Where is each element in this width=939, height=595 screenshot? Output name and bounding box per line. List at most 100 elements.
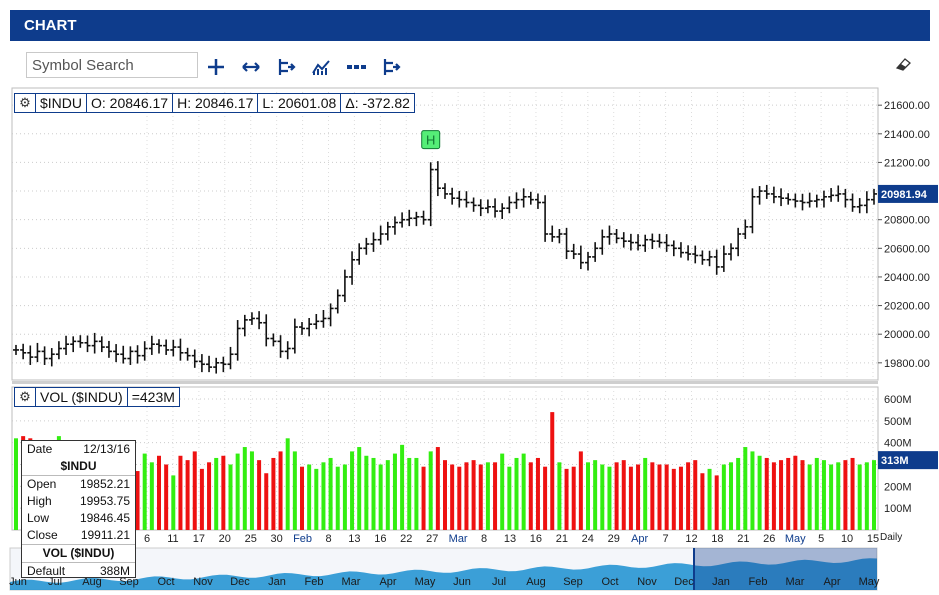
ohlc-bar bbox=[585, 251, 591, 271]
ohlc-bar bbox=[699, 250, 706, 265]
x-tick-label: 22 bbox=[400, 533, 412, 545]
navigator-label: Apr bbox=[379, 576, 396, 588]
navigator-window[interactable] bbox=[694, 548, 877, 590]
high-marker-label: H bbox=[426, 133, 435, 148]
ohlc-bar bbox=[513, 192, 520, 209]
ohlc-bar bbox=[563, 227, 570, 260]
navigator-label: Nov bbox=[193, 576, 213, 588]
ohlc-bar bbox=[778, 188, 785, 207]
volume-bar bbox=[528, 462, 533, 530]
crosshair-icon[interactable] bbox=[208, 59, 224, 75]
volume-settings-gear-icon[interactable]: ⚙ bbox=[19, 389, 31, 404]
ohlc-bar bbox=[406, 209, 413, 227]
volume-bar bbox=[786, 457, 791, 530]
navigator-label: Feb bbox=[305, 576, 324, 588]
high-marker[interactable]: H bbox=[421, 130, 441, 150]
price-change: Δ: -372.82 bbox=[340, 94, 414, 112]
ohlc-bar bbox=[792, 193, 799, 208]
ohlc-bar bbox=[277, 335, 284, 358]
volume-bar bbox=[514, 457, 519, 530]
navigator-area bbox=[10, 558, 877, 590]
ohlc-bar bbox=[170, 339, 177, 357]
ohlc-bar bbox=[120, 345, 127, 364]
symbol-search-input[interactable] bbox=[26, 52, 198, 78]
ohlc-bar bbox=[127, 346, 134, 365]
ohlc-bar bbox=[313, 314, 320, 330]
indicator-line bbox=[312, 60, 330, 74]
volume-bar bbox=[757, 455, 762, 530]
volume-bar bbox=[850, 457, 855, 530]
price-info-bar: ⚙ $INDU O: 20846.17 H: 20846.17 L: 20601… bbox=[14, 93, 415, 113]
price-open: O: 20846.17 bbox=[86, 94, 172, 112]
price-tick-label: 20000.00 bbox=[884, 329, 930, 341]
x-tick-label: Feb bbox=[293, 533, 312, 545]
navigator-label: Apr bbox=[823, 576, 840, 588]
volume-bar bbox=[807, 464, 812, 530]
volume-bar bbox=[485, 462, 490, 530]
volume-bar bbox=[600, 464, 605, 530]
tooltip-close: 19911.21 bbox=[80, 528, 130, 542]
volume-bar bbox=[693, 460, 698, 530]
volume-bar bbox=[636, 464, 641, 530]
ohlc-bar bbox=[141, 341, 148, 361]
tooltip-high: 19953.75 bbox=[79, 494, 130, 508]
tooltip-volume-label: Default bbox=[27, 564, 66, 578]
navigator-label: Jun bbox=[453, 576, 471, 588]
panel-divider[interactable] bbox=[12, 381, 878, 384]
volume-tick-label: 500M bbox=[884, 416, 912, 428]
ohlc-bar bbox=[842, 188, 849, 208]
ohlc-bar bbox=[556, 228, 563, 244]
ohlc-bar bbox=[713, 249, 720, 275]
ohlc-bar bbox=[663, 234, 670, 252]
ohlc-bar bbox=[256, 311, 263, 330]
volume-bar bbox=[407, 457, 412, 530]
ohlc-bar bbox=[606, 225, 613, 245]
last-price-tag: 20981.94 bbox=[878, 184, 938, 203]
ohlc-bar bbox=[370, 232, 377, 252]
eraser-icon[interactable] bbox=[895, 56, 913, 72]
x-tick-label: 12 bbox=[685, 533, 697, 545]
chart-header: CHART bbox=[10, 10, 930, 41]
ohlc-bar bbox=[48, 348, 55, 367]
ohlc-bar bbox=[356, 243, 363, 265]
ohlc-bar bbox=[284, 341, 291, 360]
compare-icon[interactable] bbox=[383, 59, 401, 75]
ohlc-bar bbox=[427, 162, 434, 227]
pan-arrows-icon[interactable] bbox=[242, 62, 260, 72]
ohlc-bar bbox=[463, 191, 470, 208]
ohlc-bar bbox=[835, 185, 842, 202]
volume-bar bbox=[435, 447, 440, 530]
volume-bar bbox=[543, 466, 548, 530]
volume-bar bbox=[292, 451, 297, 530]
volume-tick-label: 600M bbox=[884, 394, 912, 406]
volume-label: VOL ($INDU) bbox=[35, 388, 127, 406]
volume-bar bbox=[593, 460, 598, 530]
ohlc-bar bbox=[98, 336, 105, 353]
volume-bar bbox=[214, 457, 219, 530]
volume-bar bbox=[342, 464, 347, 530]
volume-bar bbox=[829, 464, 834, 530]
navigator-label: Aug bbox=[526, 576, 546, 588]
volume-bar bbox=[721, 464, 726, 530]
volume-bar bbox=[864, 462, 869, 530]
volume-bar bbox=[586, 462, 590, 530]
volume-bar bbox=[307, 464, 312, 530]
indicators-icon[interactable] bbox=[312, 60, 330, 75]
volume-bar bbox=[400, 444, 405, 530]
price-settings-gear-icon[interactable]: ⚙ bbox=[19, 95, 31, 110]
ohlc-bar bbox=[442, 183, 448, 199]
plus-stroke bbox=[208, 59, 224, 75]
ohlc-bar bbox=[227, 346, 234, 370]
bar-style-icon[interactable] bbox=[278, 59, 296, 75]
ohlc-bar bbox=[84, 335, 91, 353]
x-tick-label: 20 bbox=[219, 533, 231, 545]
volume-bar bbox=[235, 453, 240, 530]
volume-bar bbox=[779, 460, 784, 530]
price-tick-label: 20600.00 bbox=[884, 243, 930, 255]
navigator-label: Jan bbox=[712, 576, 730, 588]
volume-bar bbox=[257, 460, 262, 530]
ohlc-bar bbox=[799, 193, 806, 211]
volume-bar bbox=[471, 460, 476, 530]
x-tick-label: 17 bbox=[193, 533, 205, 545]
